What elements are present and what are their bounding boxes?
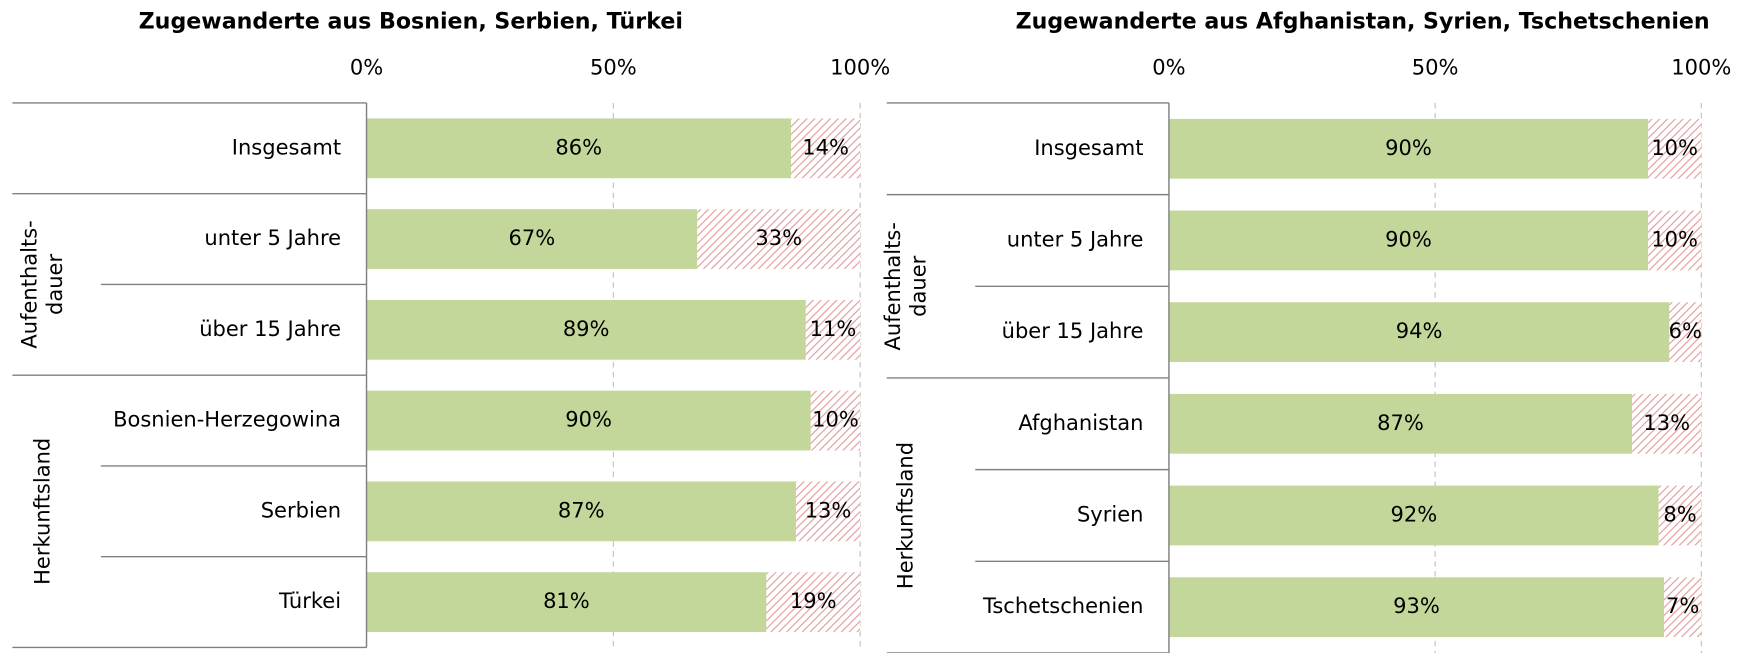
value-label: 33% <box>755 225 802 250</box>
chart-title: Zugewanderte aus Afghanistan, Syrien, Ts… <box>1016 9 1710 35</box>
y-tick-label: über 15 Jahre <box>1002 318 1144 343</box>
y-tick-label: Serbien <box>261 497 341 522</box>
group-label: dauer <box>42 254 67 315</box>
group-label: Aufenthalts- <box>17 220 42 348</box>
value-label: 10% <box>1651 135 1698 160</box>
value-label: 90% <box>1385 135 1432 160</box>
bar <box>1168 577 1665 638</box>
group-label: Herkunftsland <box>893 442 918 589</box>
bar <box>1168 210 1649 271</box>
value-label: 92% <box>1390 501 1437 526</box>
x-tick-label: 100% <box>1671 55 1731 80</box>
bar <box>1168 118 1649 179</box>
bar <box>1664 577 1702 638</box>
bar <box>697 209 861 269</box>
value-label: 13% <box>805 497 852 522</box>
y-tick-label: Syrien <box>1077 501 1144 526</box>
value-label: 10% <box>1651 226 1698 251</box>
value-label: 7% <box>1666 593 1699 618</box>
value-label: 14% <box>802 134 849 159</box>
group-label: Herkunftsland <box>29 438 54 585</box>
y-tick-label: Insgesamt <box>1034 135 1143 160</box>
bar <box>810 390 861 451</box>
y-tick-label: über 15 Jahre <box>199 316 341 341</box>
value-label: 87% <box>558 497 605 522</box>
value-label: 10% <box>812 407 859 432</box>
value-label: 81% <box>543 588 590 613</box>
group-label: Aufenthalts- <box>880 222 905 350</box>
bar <box>366 481 796 542</box>
value-label: 6% <box>1669 318 1702 343</box>
y-tick-label: unter 5 Jahre <box>1007 226 1144 251</box>
bar <box>1168 302 1670 363</box>
y-tick-label: Insgesamt <box>232 134 341 159</box>
bar <box>795 481 861 542</box>
value-label: 90% <box>565 407 612 432</box>
bar <box>366 299 806 360</box>
x-tick-label: 0% <box>1152 55 1185 80</box>
value-label: 11% <box>810 316 857 341</box>
value-label: 13% <box>1643 410 1690 435</box>
value-label: 86% <box>555 134 602 159</box>
value-label: 89% <box>563 316 610 341</box>
bar <box>366 572 767 632</box>
bar <box>366 209 698 269</box>
y-tick-label: Afghanistan <box>1018 410 1143 435</box>
bar <box>1632 393 1702 454</box>
x-tick-label: 50% <box>1412 55 1459 80</box>
y-tick-label: Tschetschenien <box>982 593 1144 618</box>
value-label: 8% <box>1663 501 1696 526</box>
y-tick-label: Bosnien-Herzegowina <box>113 407 341 432</box>
x-tick-label: 50% <box>590 55 637 80</box>
bar <box>1168 485 1659 546</box>
bar <box>766 572 861 632</box>
bar <box>791 118 861 179</box>
value-label: 19% <box>790 588 837 613</box>
bar <box>1669 302 1702 363</box>
y-tick-label: unter 5 Jahre <box>204 225 341 250</box>
value-label: 94% <box>1396 318 1443 343</box>
bar <box>805 299 861 360</box>
chart-title: Zugewanderte aus Bosnien, Serbien, Türke… <box>139 9 683 35</box>
bar <box>1648 210 1702 271</box>
bar <box>366 118 792 179</box>
value-label: 93% <box>1393 593 1440 618</box>
value-label: 90% <box>1385 226 1432 251</box>
bar <box>1658 485 1702 546</box>
value-label: 87% <box>1377 410 1424 435</box>
x-tick-label: 100% <box>830 55 890 80</box>
bar <box>366 390 811 451</box>
value-label: 67% <box>509 225 556 250</box>
bar <box>1648 118 1702 179</box>
bar <box>1168 393 1633 454</box>
y-tick-label: Türkei <box>278 588 341 613</box>
group-label: dauer <box>905 255 930 316</box>
x-tick-label: 0% <box>350 55 383 80</box>
